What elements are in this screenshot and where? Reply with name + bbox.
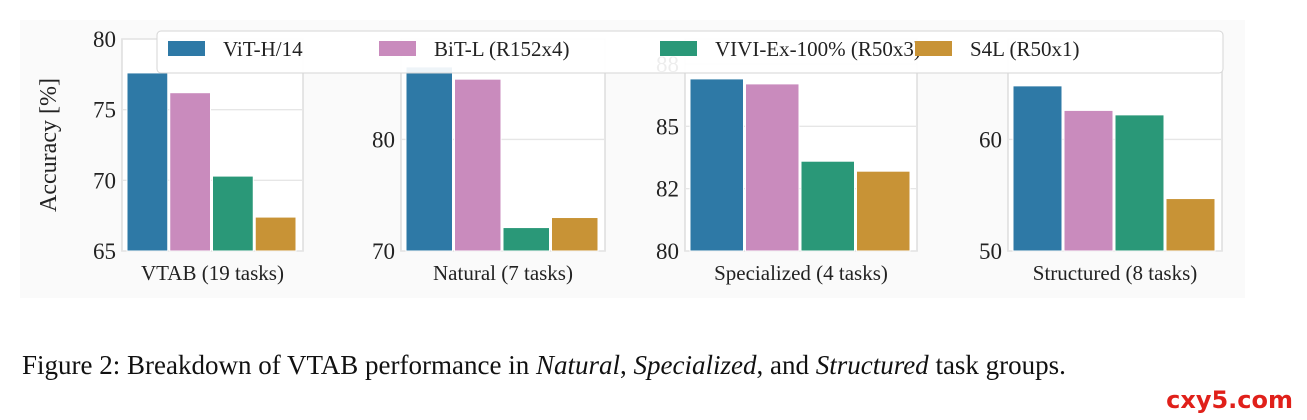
y-tick-label: 60 xyxy=(979,127,1002,152)
legend-label: ViT-H/14 xyxy=(223,37,303,61)
legend-label: VIVI-Ex-100% (R50x3) xyxy=(715,37,921,61)
x-axis-label: Structured (8 tasks) xyxy=(1033,261,1197,285)
y-tick-label: 82 xyxy=(656,177,679,202)
legend-label: S4L (R50x1) xyxy=(970,37,1079,61)
bar-vit-h-14 xyxy=(126,72,169,252)
bar-bit-l-r152x4- xyxy=(454,78,502,252)
bar-bit-l-r152x4- xyxy=(169,92,211,252)
bar-vivi-ex-100-r50x3- xyxy=(1114,114,1165,252)
figure: 65 70 75 80 VTAB (19 tasks) Accuracy [%] 70 80 N… xyxy=(36,27,1224,285)
y-tick-label: 75 xyxy=(93,98,116,123)
caption-text: Figure 2: Breakdown of VTAB performance … xyxy=(22,350,536,380)
bar-s4l-r50x1- xyxy=(1165,198,1216,252)
y-tick-label: 85 xyxy=(656,114,679,139)
caption-natural: Natural xyxy=(535,350,620,380)
legend-swatch xyxy=(660,41,697,56)
y-axis-label: Accuracy [%] xyxy=(36,78,62,212)
y-tick-label: 80 xyxy=(656,239,679,264)
bar-vit-h-14 xyxy=(1012,85,1063,252)
bar-s4l-r50x1- xyxy=(254,216,297,252)
bar-bit-l-r152x4- xyxy=(1063,109,1114,252)
x-axis-label: VTAB (19 tasks) xyxy=(141,261,284,285)
legend-swatch xyxy=(379,41,416,56)
y-tick-label: 50 xyxy=(979,239,1002,264)
bar-bit-l-r152x4- xyxy=(745,83,800,252)
caption-sep: , xyxy=(620,350,634,380)
x-axis-label: Natural (7 tasks) xyxy=(433,261,573,285)
legend-swatch xyxy=(915,41,952,56)
legend-label: BiT-L (R152x4) xyxy=(434,37,570,61)
y-tick-label: 80 xyxy=(93,27,116,52)
bar-s4l-r50x1- xyxy=(551,217,599,252)
bar-vivi-ex-100-r50x3- xyxy=(800,160,855,252)
watermark: cxy5.com xyxy=(1166,386,1293,414)
y-tick-label: 70 xyxy=(372,239,395,264)
caption-structured: Structured xyxy=(815,350,929,380)
bar-vivi-ex-100-r50x3- xyxy=(502,227,550,252)
bar-vit-h-14 xyxy=(405,66,453,252)
y-tick-label: 65 xyxy=(93,239,116,264)
y-tick-label: 80 xyxy=(372,127,395,152)
y-tick-label: 70 xyxy=(93,168,116,193)
caption-sep: , and xyxy=(756,350,816,380)
caption-text: task groups. xyxy=(928,350,1066,380)
x-axis-label: Specialized (4 tasks) xyxy=(714,261,888,285)
legend-swatch xyxy=(168,41,205,56)
bar-vivi-ex-100-r50x3- xyxy=(212,175,254,252)
bar-s4l-r50x1- xyxy=(856,170,911,252)
figure-caption: Figure 2: Breakdown of VTAB performance … xyxy=(22,350,1066,381)
bar-vit-h-14 xyxy=(689,78,744,252)
caption-specialized: Specialized xyxy=(633,350,757,380)
